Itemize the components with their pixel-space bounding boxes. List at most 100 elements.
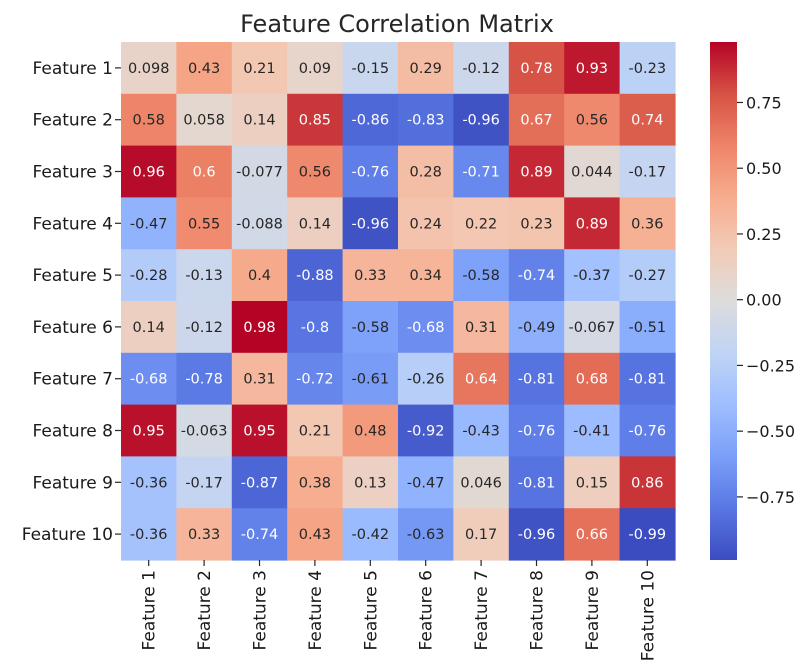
heatmap-cell bbox=[176, 456, 233, 509]
x-tick-label: Feature 9 bbox=[583, 570, 603, 650]
heatmap-cell bbox=[619, 456, 676, 509]
cell-value-label: -0.71 bbox=[462, 165, 500, 181]
heatmap-cell bbox=[121, 301, 177, 354]
heatmap-cell bbox=[564, 145, 621, 198]
cell-value-label: 0.89 bbox=[576, 216, 608, 232]
heatmap-cell bbox=[619, 93, 676, 147]
heatmap-cell bbox=[176, 352, 233, 406]
cell-value-label: -0.077 bbox=[236, 165, 283, 181]
cell-value-label: 0.56 bbox=[299, 165, 331, 181]
cell-value-label: -0.17 bbox=[629, 165, 667, 181]
cell-value-label: 0.43 bbox=[299, 527, 331, 543]
cell-value-label: -0.87 bbox=[241, 475, 279, 491]
heatmap-cell bbox=[508, 352, 565, 406]
heatmap-cell bbox=[287, 93, 344, 147]
heatmap-cell bbox=[564, 508, 621, 561]
heatmap-cell bbox=[619, 42, 676, 95]
cell-value-label: 0.78 bbox=[520, 61, 552, 77]
heatmap-cell bbox=[453, 145, 510, 198]
cell-value-label: -0.12 bbox=[185, 320, 223, 336]
cell-value-label: 0.13 bbox=[354, 475, 386, 491]
colorbar-tick-label: −0.25 bbox=[746, 356, 795, 375]
cell-value-label: 0.67 bbox=[520, 113, 552, 129]
cell-value-label: 0.14 bbox=[243, 113, 275, 129]
cell-value-label: 0.21 bbox=[243, 61, 275, 77]
heatmap-cell bbox=[508, 404, 565, 457]
cell-value-label: 0.046 bbox=[460, 475, 502, 491]
heatmap-cell bbox=[342, 197, 399, 250]
heatmap-cell bbox=[176, 508, 233, 561]
heatmap-cell bbox=[453, 249, 510, 302]
cell-value-label: 0.93 bbox=[576, 61, 608, 77]
heatmap-cell bbox=[508, 197, 565, 250]
cell-value-label: 0.89 bbox=[520, 165, 552, 181]
heatmap-cell bbox=[287, 301, 344, 354]
heatmap-cell bbox=[342, 352, 399, 406]
cell-value-label: -0.8 bbox=[301, 320, 329, 336]
heatmap-cell bbox=[453, 352, 510, 406]
heatmap-cell bbox=[619, 301, 676, 354]
cell-value-label: -0.15 bbox=[352, 61, 390, 77]
cell-value-label: 0.85 bbox=[299, 113, 331, 129]
heatmap-cell bbox=[342, 456, 399, 509]
heatmap-cell bbox=[398, 197, 454, 250]
heatmap-cell bbox=[121, 404, 177, 457]
x-tick-label: Feature 10 bbox=[638, 570, 658, 661]
heatmap-cell bbox=[564, 93, 621, 147]
heatmap-cell bbox=[287, 352, 344, 406]
x-tick-label: Feature 1 bbox=[140, 570, 160, 650]
cell-value-label: 0.24 bbox=[410, 216, 442, 232]
cell-value-label: -0.063 bbox=[181, 424, 228, 440]
cell-value-label: -0.92 bbox=[407, 424, 445, 440]
heatmap-cell bbox=[398, 42, 454, 95]
colorbar: 0.75 0.50 0.25 0.00 −0.25 −0.50 −0.75 bbox=[710, 42, 795, 560]
cell-value-label: -0.067 bbox=[569, 320, 616, 336]
heatmap-cell bbox=[508, 301, 565, 354]
heatmap-cell bbox=[619, 404, 676, 457]
cell-value-label: -0.41 bbox=[573, 424, 611, 440]
heatmap-cell bbox=[121, 249, 177, 302]
heatmap-cell bbox=[287, 456, 344, 509]
cell-value-label: 0.14 bbox=[299, 216, 331, 232]
cell-value-label: 0.28 bbox=[410, 165, 442, 181]
cell-value-label: -0.96 bbox=[518, 527, 556, 543]
cell-value-label: -0.51 bbox=[629, 320, 667, 336]
heatmap-cell bbox=[231, 456, 288, 509]
cell-value-label: 0.95 bbox=[243, 424, 275, 440]
cell-value-label: -0.76 bbox=[352, 165, 390, 181]
cell-value-label: -0.76 bbox=[518, 424, 556, 440]
heatmap-cell bbox=[564, 301, 621, 354]
heatmap-cell bbox=[619, 508, 676, 561]
heatmap-cell bbox=[176, 42, 233, 95]
cell-value-label: 0.4 bbox=[248, 268, 271, 284]
y-tick-label: Feature 5 bbox=[33, 266, 113, 286]
cell-value-label: -0.96 bbox=[462, 113, 500, 129]
heatmap-cell bbox=[342, 145, 399, 198]
y-tick-label: Feature 6 bbox=[33, 318, 113, 338]
heatmap-cell bbox=[453, 42, 510, 95]
cell-value-label: 0.96 bbox=[133, 165, 165, 181]
cell-value-label: -0.96 bbox=[352, 216, 390, 232]
heatmap-cell bbox=[453, 404, 510, 457]
y-tick-label: Feature 8 bbox=[33, 422, 113, 442]
cell-value-label: 0.31 bbox=[243, 372, 275, 388]
heatmap-cell bbox=[398, 249, 454, 302]
cell-value-label: 0.66 bbox=[576, 527, 608, 543]
colorbar-tick-label: 0.00 bbox=[746, 291, 782, 310]
cell-value-label: -0.47 bbox=[130, 216, 168, 232]
heatmap-cell bbox=[508, 249, 565, 302]
heatmap-cell bbox=[287, 508, 344, 561]
heatmap-cell bbox=[508, 456, 565, 509]
heatmap-cell bbox=[398, 456, 454, 509]
x-tick-label: Feature 7 bbox=[472, 570, 492, 650]
cell-value-label: -0.37 bbox=[573, 268, 611, 284]
cell-value-label: 0.31 bbox=[465, 320, 497, 336]
cell-value-label: 0.33 bbox=[354, 268, 386, 284]
heatmap-cell bbox=[453, 456, 510, 509]
y-tick-label: Feature 10 bbox=[22, 525, 113, 545]
heatmap-cell bbox=[121, 456, 177, 509]
y-tick-label: Feature 7 bbox=[33, 370, 113, 390]
cell-value-label: 0.36 bbox=[631, 216, 663, 232]
cell-value-label: 0.044 bbox=[571, 165, 613, 181]
cell-value-label: -0.26 bbox=[407, 372, 445, 388]
